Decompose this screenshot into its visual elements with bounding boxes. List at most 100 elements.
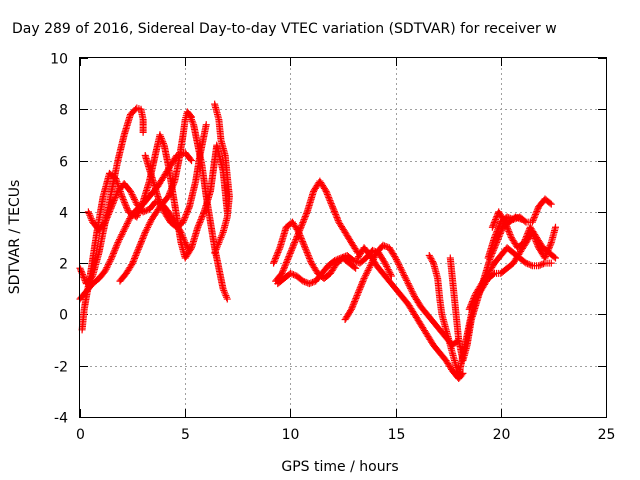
data-point: [79, 272, 87, 280]
data-point: [362, 271, 370, 279]
data-point: [504, 224, 512, 232]
data-point: [305, 253, 313, 261]
data-point: [290, 271, 298, 279]
data-point: [522, 232, 530, 240]
data-point: [119, 194, 127, 202]
data-point: [127, 189, 135, 197]
data-point: [362, 270, 370, 278]
data-point: [355, 287, 363, 295]
data-point: [110, 197, 118, 205]
data-point: [156, 197, 164, 205]
data-point: [358, 279, 366, 287]
data-point: [347, 307, 355, 315]
data-point: [108, 203, 116, 211]
data-point: [279, 266, 287, 274]
data-point: [131, 253, 139, 261]
data-point: [77, 266, 85, 274]
data-point: [523, 231, 531, 239]
data-point: [129, 192, 137, 200]
data-point: [156, 131, 164, 139]
data-point: [188, 117, 196, 125]
data-point: [301, 244, 309, 252]
data-point: [489, 270, 497, 278]
data-point: [270, 259, 278, 267]
data-point: [189, 119, 197, 127]
data-point: [139, 128, 147, 136]
data-point: [521, 237, 529, 245]
data-point: [395, 260, 403, 268]
data-point: [195, 220, 203, 228]
data-point: [128, 191, 136, 199]
data-point: [281, 262, 289, 270]
chart-title: Day 289 of 2016, Sidereal Day-to-day VTE…: [12, 21, 557, 37]
data-point: [409, 289, 417, 297]
data-point: [299, 277, 307, 285]
data-point: [133, 211, 141, 219]
data-point: [323, 189, 331, 197]
data-point: [158, 202, 166, 210]
data-point: [135, 244, 143, 252]
data-point: [107, 256, 115, 264]
data-point: [503, 223, 511, 231]
data-point: [223, 295, 231, 303]
data-point: [347, 305, 355, 313]
data-point: [120, 197, 128, 205]
data-point: [359, 276, 367, 284]
data-point: [289, 242, 297, 250]
data-point: [307, 279, 315, 287]
data-point: [506, 214, 514, 222]
data-point: [505, 229, 513, 237]
data-point: [349, 301, 357, 309]
data-point: [218, 230, 226, 238]
data-point: [385, 267, 393, 275]
data-point: [494, 226, 502, 234]
data-point: [217, 234, 225, 241]
data-point: [360, 275, 368, 283]
data-point: [305, 280, 313, 288]
data-point: [428, 256, 436, 264]
data-point: [350, 299, 358, 307]
data-point: [402, 275, 410, 283]
data-point: [281, 263, 289, 271]
data-point: [109, 249, 117, 257]
data-point: [467, 301, 475, 309]
data-point: [292, 236, 300, 244]
data-point: [119, 229, 127, 237]
data-point: [103, 215, 111, 223]
data-point: [302, 211, 310, 219]
data-point: [427, 255, 435, 263]
data-point: [111, 195, 119, 203]
data-points: [76, 100, 560, 383]
data-point: [182, 212, 190, 220]
data-point: [196, 219, 204, 227]
data-point: [137, 239, 145, 247]
data-point: [386, 269, 394, 277]
data-point: [331, 257, 339, 265]
data-point: [123, 221, 131, 229]
data-point: [123, 205, 131, 213]
data-point: [270, 258, 278, 266]
data-point: [220, 288, 228, 296]
data-point: [465, 305, 473, 313]
data-point: [492, 214, 500, 222]
data-point: [328, 201, 336, 209]
data-point: [142, 207, 150, 215]
data-point: [141, 228, 149, 236]
data-point: [297, 235, 305, 243]
data-point: [157, 134, 165, 142]
data-point: [198, 212, 206, 220]
data-point: [80, 275, 88, 283]
data-point: [366, 262, 374, 270]
data-point: [332, 210, 340, 218]
data-point: [399, 270, 407, 278]
data-point: [532, 209, 540, 217]
data-point: [467, 302, 475, 310]
data-point: [491, 217, 499, 225]
data-point: [406, 283, 414, 291]
data-point: [366, 263, 374, 271]
data-point: [283, 257, 291, 265]
data-point: [425, 251, 433, 259]
data-point: [214, 240, 222, 248]
data-point: [102, 265, 110, 273]
data-point: [489, 222, 497, 230]
